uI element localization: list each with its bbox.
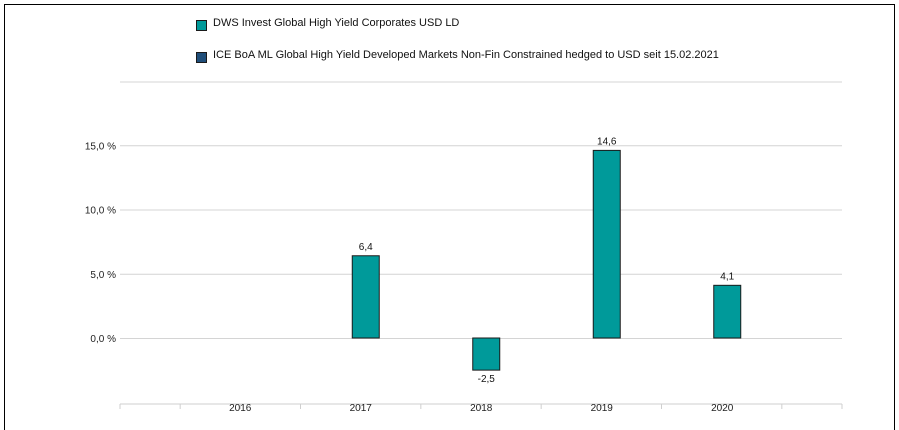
bar [592,149,621,339]
bar [351,255,380,339]
legend-label-fund: DWS Invest Global High Yield Corporates … [213,17,460,29]
y-tick-label: 5,0 % [90,270,116,281]
legend-item-fund: DWS Invest Global High Yield Corporates … [196,17,733,31]
x-tick-label: 2019 [591,403,614,414]
bar [472,337,501,371]
legend-label-benchmark: ICE BoA ML Global High Yield Developed M… [213,49,719,61]
bar [713,284,742,339]
x-tick-label: 2017 [350,403,373,414]
legend-swatch-benchmark [196,52,207,63]
data-label: 6,4 [359,242,373,253]
y-tick-label: 0,0 % [90,334,116,345]
y-tick-label: 10,0 % [85,206,116,217]
chart-frame [4,4,895,430]
data-label: 4,1 [720,271,734,282]
x-tick-label: 2016 [229,403,252,414]
data-label: 14,6 [597,136,617,147]
x-tick-label: 2020 [711,403,734,414]
legend-item-benchmark: ICE BoA ML Global High Yield Developed M… [196,49,733,63]
data-label: -2,5 [478,374,496,385]
legend-swatch-fund [196,20,207,31]
y-tick-label: 15,0 % [85,141,116,152]
x-tick-label: 2018 [470,403,493,414]
